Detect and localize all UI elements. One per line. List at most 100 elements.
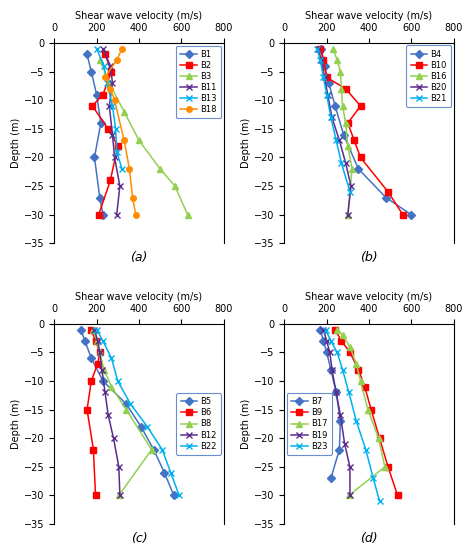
B7 (320, 337, 326, 344)
B20 (329, 114, 335, 121)
B9 (356, 366, 361, 373)
B3 (185, 211, 191, 218)
B7 (337, 446, 342, 453)
B9 (395, 492, 401, 499)
B5 (82, 337, 88, 344)
B10 (358, 154, 364, 161)
B17 (340, 332, 346, 339)
B13 (94, 46, 100, 52)
B16 (330, 46, 336, 52)
Y-axis label: Depth (m): Depth (m) (241, 118, 251, 168)
B12 (91, 326, 97, 333)
B10 (400, 211, 406, 218)
B16 (340, 103, 346, 110)
B11 (100, 46, 106, 52)
B11 (107, 103, 112, 110)
Line: B16: B16 (329, 45, 356, 218)
B1 (98, 120, 104, 126)
B7 (337, 418, 343, 424)
B8 (149, 446, 155, 453)
Line: B10: B10 (318, 46, 406, 217)
Text: (c): (c) (131, 532, 147, 545)
B11 (109, 131, 115, 138)
B10 (345, 120, 351, 126)
B21 (338, 160, 344, 167)
B3 (121, 108, 127, 115)
B5 (89, 355, 94, 361)
B19 (327, 349, 333, 356)
B22 (145, 424, 150, 430)
B18 (130, 194, 136, 201)
B22 (159, 446, 165, 453)
B21 (314, 46, 320, 52)
Line: B13: B13 (93, 45, 126, 172)
B3 (107, 80, 112, 86)
B4 (383, 194, 389, 201)
B5 (100, 378, 106, 384)
B21 (347, 188, 353, 195)
Line: B8: B8 (90, 326, 155, 499)
B2 (105, 126, 111, 132)
B5 (162, 469, 167, 476)
X-axis label: Shear wave velocity (m/s): Shear wave velocity (m/s) (75, 292, 202, 302)
B17 (376, 435, 382, 441)
B16 (337, 68, 343, 75)
B8 (101, 366, 107, 373)
B17 (358, 378, 364, 384)
B11 (109, 80, 115, 86)
B20 (348, 183, 354, 190)
B6 (93, 337, 99, 344)
B23 (346, 389, 352, 396)
B11 (114, 211, 119, 218)
B18 (112, 97, 118, 103)
B16 (349, 166, 355, 172)
B22 (94, 326, 100, 333)
B16 (338, 86, 344, 92)
B12 (95, 337, 100, 344)
B18 (127, 166, 132, 172)
B5 (123, 400, 129, 407)
B4 (319, 46, 324, 52)
B10 (318, 46, 323, 52)
B16 (345, 143, 351, 150)
B4 (332, 103, 338, 110)
B16 (345, 211, 351, 218)
B19 (347, 492, 353, 499)
B10 (358, 103, 364, 110)
B6 (95, 360, 100, 367)
Line: B20: B20 (315, 45, 355, 218)
B2 (109, 68, 114, 75)
B12 (102, 389, 108, 396)
B12 (111, 435, 117, 441)
B20 (315, 46, 321, 52)
B6 (89, 326, 94, 333)
B4 (341, 131, 346, 138)
B17 (382, 464, 388, 470)
B8 (116, 492, 122, 499)
B2 (115, 143, 120, 150)
Line: B17: B17 (334, 326, 388, 499)
B9 (368, 406, 374, 413)
B19 (320, 326, 326, 333)
Legend: B5, B6, B8, B12, B22: B5, B6, B8, B12, B22 (176, 393, 221, 455)
B23 (354, 418, 359, 424)
B3 (157, 166, 163, 172)
B19 (342, 441, 347, 448)
B20 (325, 91, 330, 98)
B5 (78, 326, 83, 333)
Legend: B7, B9, B17, B19, B23: B7, B9, B17, B19, B23 (287, 393, 332, 455)
B12 (105, 412, 111, 419)
B2 (90, 103, 95, 110)
B21 (328, 114, 334, 121)
B11 (112, 154, 118, 161)
Text: (a): (a) (130, 251, 147, 264)
B10 (385, 188, 391, 195)
B23 (334, 349, 340, 356)
B13 (119, 166, 125, 172)
B7 (328, 366, 334, 373)
B13 (109, 103, 115, 110)
B18 (119, 46, 125, 52)
B7 (324, 349, 329, 356)
Line: B9: B9 (332, 327, 401, 498)
B17 (347, 344, 353, 350)
